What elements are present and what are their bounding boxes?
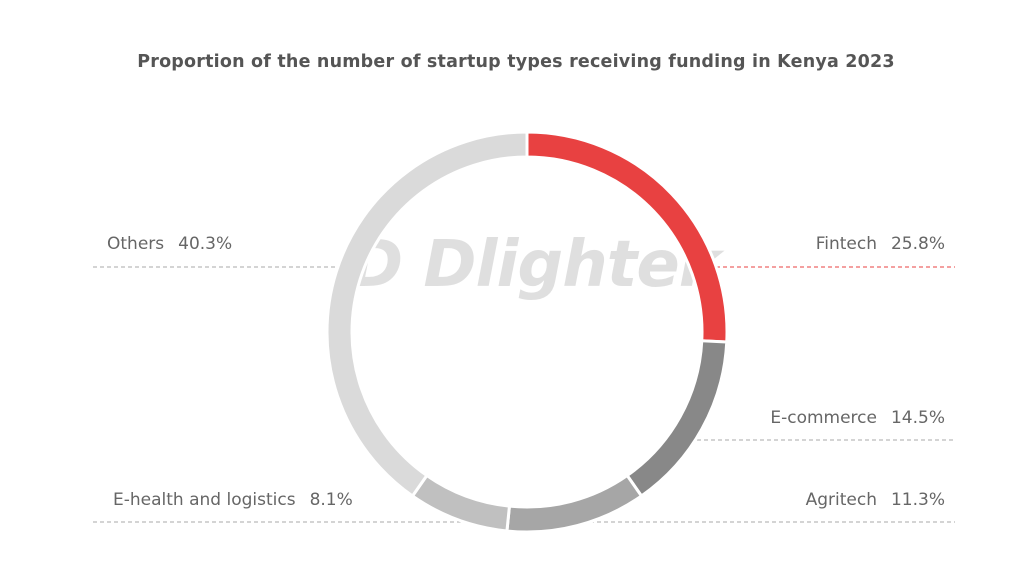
label-fintech: Fintech 25.8% — [816, 234, 945, 254]
slice-value: 25.8% — [890, 234, 945, 254]
slice-label: E-health and logistics — [113, 490, 296, 510]
donut-slice-others — [325, 130, 529, 499]
slice-value: 40.3% — [178, 234, 233, 254]
label-ehealth: E-health and logistics 8.1% — [113, 490, 353, 510]
slice-value: 11.3% — [890, 490, 945, 510]
donut-slice-e-commerce — [625, 339, 729, 499]
donut-slice-fintech — [525, 130, 729, 344]
watermark-logo: D Dlightek — [350, 228, 721, 302]
slice-label: E-commerce — [770, 408, 877, 428]
label-ecommerce: E-commerce 14.5% — [770, 408, 945, 428]
donut-slice-e-health-and-logistics — [410, 473, 512, 533]
slice-label: Fintech — [815, 234, 877, 254]
slice-label: Agritech — [805, 490, 877, 510]
chart-title: Proportion of the number of startup type… — [137, 52, 895, 72]
slice-label: Others — [107, 234, 165, 254]
slice-value: 8.1% — [309, 490, 353, 510]
label-others: Others 40.3% — [107, 234, 232, 254]
label-agritech: Agritech 11.3% — [806, 490, 945, 510]
donut-slice-agritech — [505, 473, 644, 534]
slice-value: 14.5% — [890, 408, 945, 428]
